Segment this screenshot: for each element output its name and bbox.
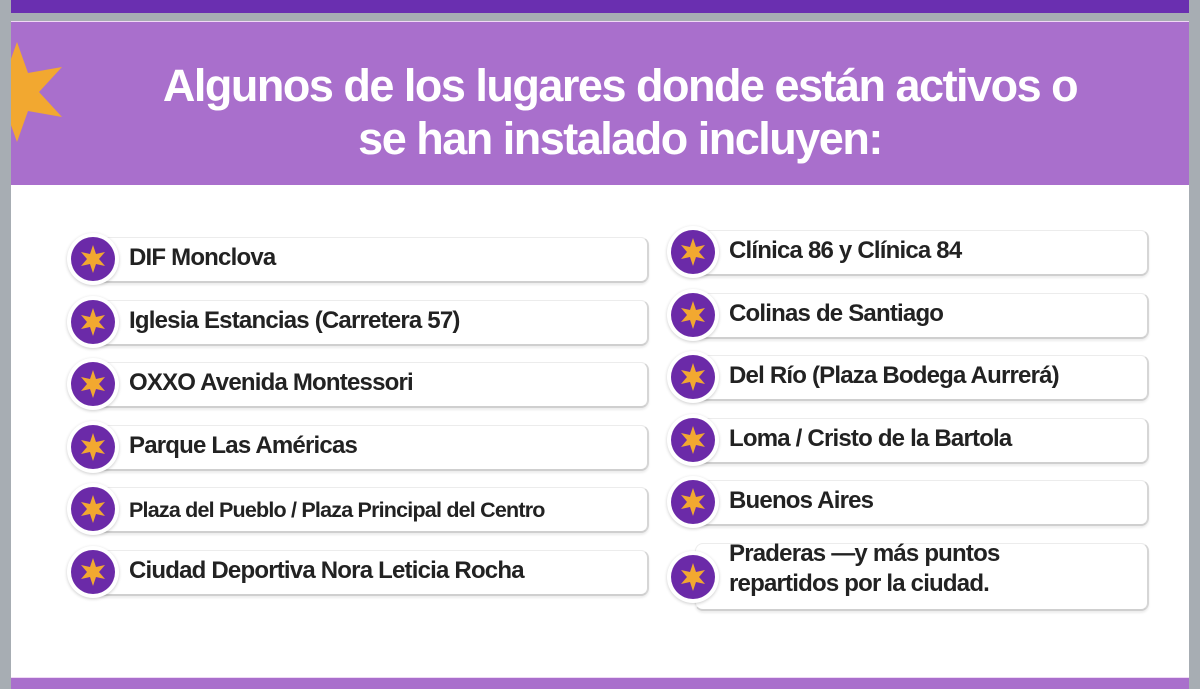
location-label: Iglesia Estancias (Carretera 57) [129, 306, 460, 334]
star-badge [67, 483, 119, 535]
list-item: Colinas de Santiago [667, 288, 1149, 341]
star-badge [67, 358, 119, 410]
star-icon [681, 238, 705, 266]
list-item: DIF Monclova [67, 233, 649, 285]
location-label: OXXO Avenida Montessori [129, 369, 414, 396]
star-icon [81, 370, 105, 398]
location-label: Clínica 86 y Clínica 84 [729, 237, 962, 264]
list-item: Iglesia Estancias (Carretera 57) [67, 295, 649, 348]
list-item: Loma / Cristo de la Bartola [667, 413, 1149, 466]
star-icon [81, 307, 105, 336]
star-badge [667, 226, 719, 278]
star-badge [67, 295, 119, 348]
top-bar [11, 0, 1189, 13]
location-label: Parque Las Américas [129, 431, 358, 459]
location-label: Del Río (Plaza Bodega Aurrerá) [729, 362, 1060, 389]
locations-list-right: Clínica 86 y Clínica 84 Colinas de Santi… [667, 226, 1149, 623]
locations-list-left: DIF Monclova Iglesia Estancias (Carreter… [67, 233, 649, 608]
title-line-2: se han instalado incluyen: [358, 113, 883, 164]
list-item: Ciudad Deportiva Nora Leticia Rocha [67, 545, 649, 598]
star-icon [681, 562, 705, 591]
star-icon [11, 42, 62, 142]
location-label: Buenos Aires [729, 487, 874, 514]
list-item: Clínica 86 y Clínica 84 [667, 226, 1149, 278]
location-label: Ciudad Deportiva Nora Leticia Rocha [129, 556, 525, 584]
page-title: Algunos de los lugares donde están activ… [11, 59, 1189, 165]
star-badge [667, 351, 719, 403]
star-badge [67, 233, 119, 285]
star-icon [681, 488, 705, 516]
star-badge [667, 550, 719, 603]
location-label: Praderas —y más puntos repartidos por la… [729, 539, 1000, 597]
list-item: Parque Las Américas [67, 420, 649, 473]
title-line-1: Algunos de los lugares donde están activ… [162, 60, 1079, 111]
location-label: Plaza del Pueblo / Plaza Principal del C… [129, 498, 545, 522]
star-badge [67, 545, 119, 598]
list-item: Del Río (Plaza Bodega Aurrerá) [667, 351, 1149, 403]
star-badge [667, 413, 719, 466]
star-icon [681, 300, 705, 329]
list-item: Plaza del Pueblo / Plaza Principal del C… [67, 483, 649, 535]
star-icon [681, 363, 705, 391]
star-icon [81, 432, 105, 461]
star-badge [667, 288, 719, 341]
location-label: Loma / Cristo de la Bartola [729, 424, 1012, 452]
list-item: OXXO Avenida Montessori [67, 358, 649, 410]
list-item: Buenos Aires [667, 476, 1149, 528]
star-badge [67, 420, 119, 473]
star-icon [81, 245, 105, 273]
infographic-card: Algunos de los lugares donde están activ… [11, 21, 1189, 689]
bottom-band [11, 677, 1189, 689]
star-badge [667, 476, 719, 528]
header-band: Algunos de los lugares donde están activ… [11, 22, 1189, 185]
star-icon [81, 557, 105, 586]
star-icon [81, 495, 105, 523]
star-icon [681, 425, 705, 454]
location-label: Colinas de Santiago [729, 299, 944, 327]
list-item: Praderas —y más puntos repartidos por la… [667, 539, 1149, 611]
location-label: DIF Monclova [129, 244, 276, 271]
